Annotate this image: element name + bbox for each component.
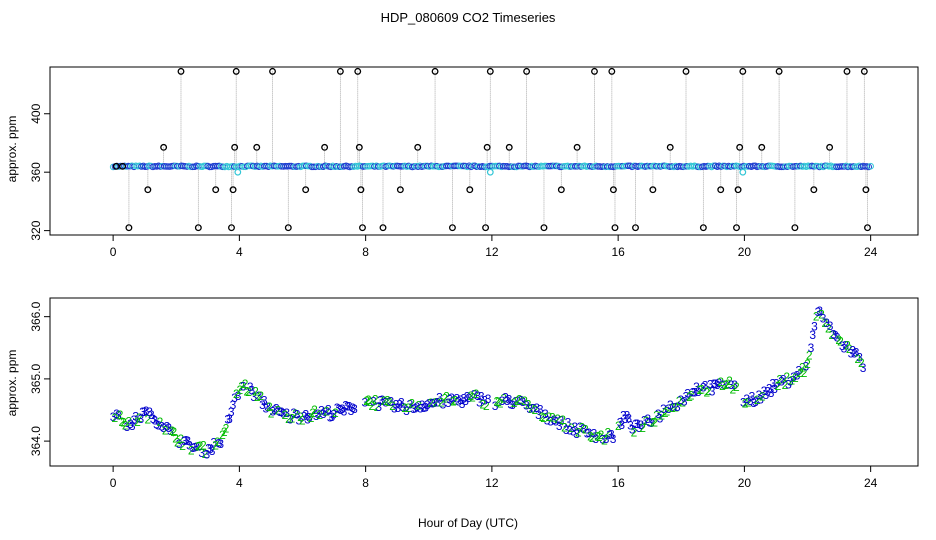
marker-3: 3 [860,361,867,375]
spike-point [286,225,292,231]
y-tick-label: 365.0 [29,364,43,394]
figure: HDP_080609 CO2 Timeseries 0 4 8 12 16 20 24 32… [0,0,936,540]
plot-frame [50,67,918,235]
x-tick-label: 4 [236,476,243,490]
spike-point [358,187,364,193]
spike-point [450,225,456,231]
x-tick-label: 16 [611,245,625,259]
marker-3: 3 [610,432,617,446]
figure-title: HDP_080609 CO2 Timeseries [381,10,556,25]
x-tick-label: 8 [362,245,369,259]
top-y-ticks: 320 360 400 [29,103,50,240]
x-tick-label: 16 [611,476,625,490]
top-panel: 0 4 8 12 16 20 24 320 360 400 approx. ppm [5,67,918,259]
spike-point [398,187,404,193]
baseline-point [740,169,746,175]
x-tick-label: 20 [738,245,752,259]
spike-point [380,225,386,231]
bottom-y-ticks: 364.0 365.0 366.0 [29,301,50,456]
top-marks [110,69,873,231]
x-tick-label: 4 [236,245,243,259]
x-tick-label: 24 [864,245,878,259]
x-tick-label: 20 [738,476,752,490]
bottom-panel: 0 4 8 12 16 20 24 364.0365.0366.0 approx. ppm … [5,298,918,490]
spike-point [467,187,473,193]
x-tick-label: 24 [864,476,878,490]
top-ylabel: approx. ppm [5,116,19,183]
y-tick-label: 360 [29,162,43,182]
x-tick-label: 12 [485,245,499,259]
marker-2: 2 [733,380,740,394]
x-tick-label: 8 [362,476,369,490]
marker-3: 3 [808,341,815,355]
bottom-x-ticks: 0 4 8 12 16 20 24 [110,466,878,490]
y-tick-label: 364.0 [29,426,43,456]
x-tick-label: 12 [485,476,499,490]
y-tick-label: 400 [29,103,43,123]
x-axis-label: Hour of Day (UTC) [418,516,518,530]
x-tick-label: 0 [110,245,117,259]
marker-3: 3 [485,392,492,406]
bottom-ylabel: approx. ppm [5,350,19,417]
x-tick-label: 0 [110,476,117,490]
bottom-marks: 3233222232333322333323333332332333222232… [110,304,867,461]
marker-3: 3 [351,402,358,416]
y-tick-label: 320 [29,220,43,240]
baseline-point [235,169,241,175]
baseline-point [488,169,494,175]
y-tick-label: 366.0 [29,301,43,331]
spike-point [360,225,366,231]
top-x-ticks: 0 4 8 12 16 20 24 [110,235,878,259]
